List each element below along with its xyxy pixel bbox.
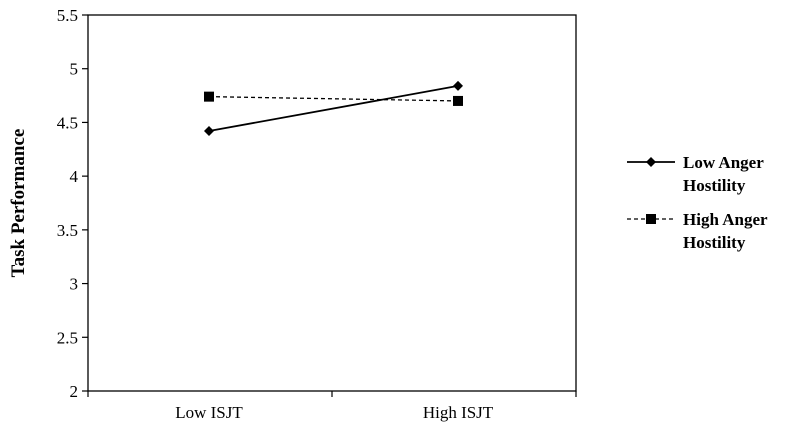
plot-frame [87, 14, 577, 392]
series-layer [204, 80, 463, 137]
x-tick-label: High ISJT [423, 403, 494, 422]
data-point-series-1 [453, 80, 463, 91]
legend-label: Low Anger [683, 153, 764, 172]
legend-label: High Anger [683, 210, 768, 229]
y-axis: 2 2.5 3 3.5 4 4.5 5 5.5 [57, 6, 88, 401]
y-tick-label: 4.5 [57, 113, 78, 132]
y-tick-label: 2.5 [57, 328, 78, 347]
y-tick-label: 4 [70, 167, 79, 186]
data-point-series-2 [204, 91, 214, 102]
y-tick-label: 3 [70, 275, 79, 294]
y-tick-label: 5.5 [57, 6, 78, 25]
y-tick-label: 3.5 [57, 221, 78, 240]
y-tick-label: 2 [70, 382, 79, 401]
data-point-series-1 [204, 126, 214, 137]
x-tick-label: Low ISJT [175, 403, 243, 422]
series-line-1 [208, 85, 459, 132]
y-tick-label: 5 [70, 60, 79, 79]
legend-label: Hostility [683, 176, 746, 195]
legend-swatch-marker [646, 214, 656, 224]
data-point-series-2 [453, 95, 463, 106]
legend-label: Hostility [683, 233, 746, 252]
legend-swatch-marker [646, 157, 656, 167]
x-axis: Low ISJT High ISJT [87, 391, 577, 422]
y-axis-title: Task Performance [8, 129, 29, 278]
legend: Low Anger Hostility High Anger Hostility [627, 153, 768, 252]
series-line-2 [208, 95, 459, 102]
